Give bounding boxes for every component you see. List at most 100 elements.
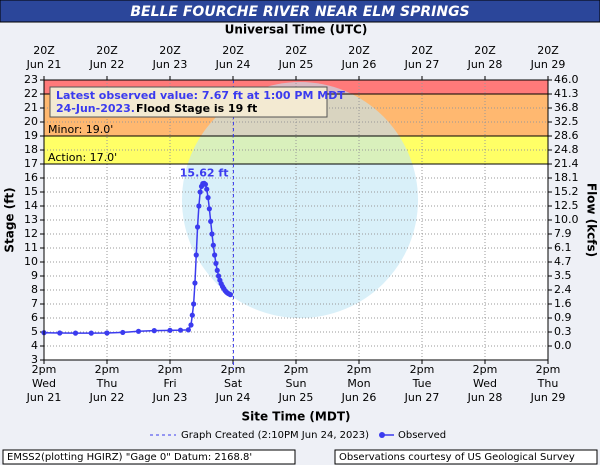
y2-tick-label: 3.5 xyxy=(554,269,572,282)
peak-label: 15.62 ft xyxy=(180,166,229,179)
x-tick-label: 2pm xyxy=(284,363,309,376)
y-tick-label: 10 xyxy=(24,255,38,268)
y2-axis-title: Flow (kcfs) xyxy=(585,183,599,257)
x-tick-label: Jun 27 xyxy=(404,391,440,404)
y-tick-label: 18 xyxy=(24,143,38,156)
legend-label: Graph Created (2:10PM Jun 24, 2023) xyxy=(181,430,369,441)
x2-tick-label: Jun 24 xyxy=(215,58,251,71)
y2-tick-label: 46.0 xyxy=(554,73,579,86)
x-tick-label: Wed xyxy=(32,377,56,390)
data-point xyxy=(227,292,233,298)
footer-right: Observations courtesy of US Geological S… xyxy=(339,452,575,463)
data-point xyxy=(213,260,219,266)
data-point xyxy=(205,195,211,201)
data-point xyxy=(189,312,195,318)
y-tick-label: 6 xyxy=(31,311,38,324)
y2-tick-label: 2.4 xyxy=(554,283,572,296)
y-tick-label: 3 xyxy=(31,353,38,366)
y-tick-label: 15 xyxy=(24,185,38,198)
title-bar xyxy=(0,0,600,23)
data-point xyxy=(135,328,142,334)
y-tick-label: 14 xyxy=(24,199,38,212)
x-tick-label: 2pm xyxy=(32,363,57,376)
y-tick-label: 5 xyxy=(31,325,38,338)
x2-tick-label: Jun 23 xyxy=(152,58,188,71)
x-tick-label: Jun 23 xyxy=(152,391,188,404)
x2-tick-label: Jun 28 xyxy=(467,58,503,71)
footer-right-box xyxy=(334,449,598,465)
info-line: Flood Stage is 19 ft xyxy=(136,102,257,115)
y2-tick-label: 12.5 xyxy=(554,199,579,212)
y2-tick-label: 10.0 xyxy=(554,213,579,226)
data-point xyxy=(151,328,157,334)
data-point xyxy=(120,329,126,336)
y-tick-label: 12 xyxy=(24,227,38,240)
y2-tick-label: 28.6 xyxy=(554,129,579,142)
x-tick-label: Sun xyxy=(286,377,307,390)
x-tick-label: Mon xyxy=(347,377,370,390)
x2-tick-label: 20Z xyxy=(159,44,181,57)
y-tick-label: 4 xyxy=(31,339,38,352)
x-tick-label: Jun 22 xyxy=(89,391,125,404)
x-tick-label: 2pm xyxy=(95,363,120,376)
x-tick-label: Jun 21 xyxy=(26,391,62,404)
info-box xyxy=(49,86,328,118)
x2-tick-label: 20Z xyxy=(285,44,307,57)
data-point xyxy=(212,252,218,258)
x-tick-label: Sat xyxy=(224,377,243,390)
data-point xyxy=(88,330,94,336)
data-point xyxy=(104,330,110,336)
x-axis-title: Site Time (MDT) xyxy=(242,410,351,424)
x-tick-label: Jun 26 xyxy=(341,391,377,404)
y2-tick-label: 0.0 xyxy=(554,339,572,352)
data-point xyxy=(210,242,216,248)
y-tick-label: 11 xyxy=(24,241,38,254)
data-point xyxy=(167,327,173,333)
data-point xyxy=(206,206,212,212)
x2-tick-label: 20Z xyxy=(348,44,370,57)
data-point xyxy=(192,280,198,286)
x-tick-label: Thu xyxy=(96,377,118,390)
y2-tick-label: 6.1 xyxy=(554,241,572,254)
x2-tick-label: Jun 21 xyxy=(26,58,62,71)
data-point xyxy=(57,330,63,336)
x-tick-label: Fri xyxy=(163,377,176,390)
x2-tick-label: Jun 29 xyxy=(530,58,566,71)
data-point xyxy=(214,267,220,273)
x-tick-label: Tue xyxy=(412,377,432,390)
data-point xyxy=(72,330,79,336)
data-point xyxy=(191,301,197,307)
y-tick-label: 22 xyxy=(24,87,38,100)
x-tick-label: 2pm xyxy=(410,363,435,376)
data-point xyxy=(196,203,202,209)
y2-tick-label: 18.1 xyxy=(554,171,579,184)
threshold-label: Action: 17.0' xyxy=(48,151,117,164)
y2-tick-label: 4.7 xyxy=(554,255,572,268)
x-tick-label: 2pm xyxy=(347,363,372,376)
threshold-label: Minor: 19.0' xyxy=(48,123,113,136)
data-point xyxy=(193,252,199,258)
y2-tick-label: 21.4 xyxy=(554,157,579,170)
x-tick-label: Thu xyxy=(537,377,559,390)
y-tick-label: 9 xyxy=(31,269,38,282)
info-line: 24-Jun-2023. xyxy=(56,102,135,115)
y-tick-label: 20 xyxy=(24,115,38,128)
chart-title: BELLE FOURCHE RIVER NEAR ELM SPRINGS xyxy=(130,4,469,20)
footer-left: EMSS2(plotting HGIRZ) "Gage 0" Datum: 21… xyxy=(7,452,252,463)
y2-tick-label: 0.9 xyxy=(554,311,572,324)
x2-tick-label: 20Z xyxy=(474,44,496,57)
info-line: Latest observed value: 7.67 ft at 1:00 P… xyxy=(56,89,345,102)
y-axis-title: Stage (ft) xyxy=(3,187,17,252)
y2-tick-label: 32.5 xyxy=(554,115,579,128)
data-point xyxy=(194,224,201,230)
data-point xyxy=(188,322,194,328)
x2-tick-label: 20Z xyxy=(33,44,55,57)
y2-tick-label: 7.9 xyxy=(554,227,572,240)
y-tick-label: 23 xyxy=(24,73,38,86)
data-point xyxy=(177,327,184,333)
x2-tick-label: Jun 27 xyxy=(404,58,440,71)
x-tick-label: Jun 29 xyxy=(530,391,566,404)
y-tick-label: 8 xyxy=(31,283,38,296)
y2-tick-label: 0.3 xyxy=(554,325,572,338)
